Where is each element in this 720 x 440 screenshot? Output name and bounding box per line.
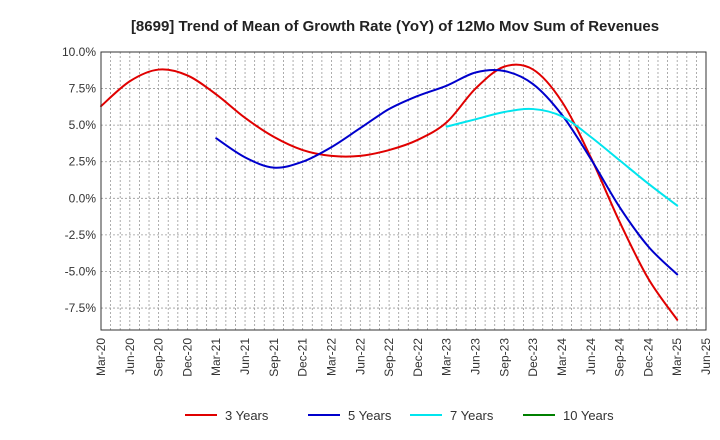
x-tick-label: Jun-25	[699, 338, 713, 375]
x-tick-label: Jun-21	[238, 338, 252, 375]
x-tick-label: Dec-21	[296, 338, 310, 377]
x-tick-label: Sep-23	[497, 338, 511, 377]
x-tick-label: Sep-20	[152, 338, 166, 377]
series-line-3-years	[100, 63, 679, 321]
x-tick-label: Dec-20	[180, 338, 194, 377]
x-tick-label: Jun-24	[584, 338, 598, 375]
x-tick-label: Mar-21	[209, 338, 223, 376]
x-tick-label: Sep-21	[267, 338, 281, 377]
x-tick-label: Dec-22	[411, 338, 425, 377]
y-tick-label: 10.0%	[62, 45, 96, 59]
grid-layer	[100, 51, 707, 330]
legend-label-3-years: 3 Years	[225, 408, 269, 423]
y-tick-label: 0.0%	[69, 191, 97, 205]
x-tick-label: Mar-25	[670, 338, 684, 376]
legend-label-7-years: 7 Years	[450, 408, 494, 423]
y-tick-label: -2.5%	[65, 228, 97, 242]
axis-layer: 10.0% 7.5% 5.0% 2.5% 0.0% -2.5% -5.0% -7.5% Mar-…	[62, 45, 713, 377]
series-line-5-years	[215, 68, 679, 276]
series-line-7-years	[445, 107, 679, 207]
legend-label-10-years: 10 Years	[563, 408, 614, 423]
x-tick-label: Mar-20	[94, 338, 108, 376]
y-tick-label: -5.0%	[65, 264, 97, 278]
x-tick-label: Mar-24	[555, 338, 569, 376]
y-tick-label: 5.0%	[69, 118, 97, 132]
x-tick-label: Dec-24	[641, 338, 655, 377]
x-tick-label: Dec-23	[526, 338, 540, 377]
x-tick-label: Mar-22	[324, 338, 338, 376]
plot-frame	[100, 51, 707, 331]
x-tick-label: Sep-24	[613, 338, 627, 377]
legend: 3 Years 5 Years 7 Years 10 Years	[185, 408, 614, 423]
x-tick-label: Jun-22	[353, 338, 367, 375]
legend-label-5-years: 5 Years	[348, 408, 392, 423]
x-tick-label: Jun-20	[123, 338, 137, 375]
x-tick-label: Jun-23	[469, 338, 483, 375]
y-tick-label: -7.5%	[65, 301, 97, 315]
y-tick-label: 7.5%	[69, 82, 97, 96]
x-tick-label: Mar-23	[440, 338, 454, 376]
series-layer	[100, 63, 679, 321]
y-tick-label: 2.5%	[69, 155, 97, 169]
x-tick-label: Sep-22	[382, 338, 396, 377]
chart-title: [8699] Trend of Mean of Growth Rate (YoY…	[131, 18, 659, 35]
